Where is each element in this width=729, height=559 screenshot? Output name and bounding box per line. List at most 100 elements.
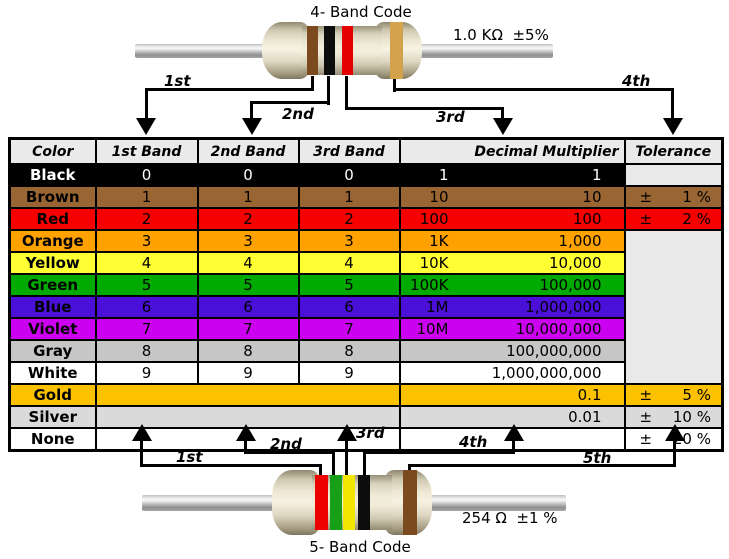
- connector-line: [346, 107, 504, 110]
- multiplier-short: 100: [419, 210, 449, 228]
- resistor-band-red: [342, 26, 353, 75]
- multiplier-cell: 100 100: [398, 207, 626, 231]
- table-row-orange: Orange 3 3 3 1K 1,000: [8, 229, 724, 385]
- four-band-value-label: 1.0 KΩ ±5%: [453, 26, 549, 44]
- multiplier-full: 1: [591, 166, 602, 184]
- arrow-up-icon: [337, 424, 357, 441]
- multiplier-full: 100: [572, 210, 602, 228]
- tolerance-cell-empty-merged: [623, 229, 724, 385]
- five-band-value-label: 254 Ω ±1 %: [462, 509, 558, 527]
- col-header-band1: 1st Band: [94, 137, 199, 165]
- connector-line: [345, 76, 348, 110]
- band2-cell: 1: [196, 185, 300, 209]
- multiplier-full: 1,000,000: [525, 298, 602, 316]
- multiplier-cell: 10M 10,000,000: [398, 317, 626, 341]
- band1-cell: 1: [94, 185, 199, 209]
- multiplier-cell: 1K 1,000: [398, 229, 626, 253]
- col-header-tolerance: Tolerance: [623, 137, 724, 165]
- tolerance-value: 10 %: [672, 408, 711, 426]
- tolerance-sign: ±: [639, 408, 653, 426]
- color-code-table: Color 1st Band 2nd Band 3rd Band Decimal…: [8, 137, 724, 452]
- connector-line: [394, 88, 674, 91]
- band2-cell: 7: [196, 317, 300, 341]
- multiplier-cell: 1,000,000,000: [398, 361, 626, 385]
- multiplier-cell: 100K 100,000: [398, 273, 626, 297]
- arrow-down-icon: [493, 118, 513, 135]
- table-row-green: Green 5 5 5 100K 100,000: [8, 273, 723, 297]
- table-row-red: Red 2 2 2 100 100 ±2 %: [8, 207, 724, 231]
- connector-line: [327, 76, 330, 105]
- pointer-label-3rd: 3rd: [356, 424, 385, 442]
- pointer-label-1st: 1st: [176, 448, 203, 466]
- arrow-down-icon: [663, 118, 683, 135]
- row-label: Violet: [8, 317, 97, 341]
- multiplier-full: 1,000: [558, 232, 602, 250]
- band2-cell: 5: [196, 273, 300, 297]
- multiplier-cell: 10 10: [398, 185, 626, 209]
- multiplier-full: 0.01: [568, 408, 602, 426]
- pointer-label-2nd: 2nd: [270, 435, 302, 453]
- multiplier-full: 10,000,000: [515, 320, 602, 338]
- band3-cell: 8: [297, 339, 401, 363]
- pointer-label-3rd: 3rd: [436, 108, 465, 126]
- band2-cell: 6: [196, 295, 300, 319]
- connector-line: [363, 451, 366, 478]
- band3-cell: 3: [297, 229, 401, 253]
- row-label: None: [8, 427, 97, 452]
- tolerance-cell: ±1 %: [623, 185, 724, 209]
- connector-line: [345, 439, 348, 479]
- pointer-label-5th: 5th: [583, 449, 612, 467]
- table-row-gray: Gray 8 8 8 100,000,000: [8, 339, 723, 363]
- multiplier-full: 100,000,000: [506, 342, 602, 360]
- header-row: Color 1st Band 2nd Band 3rd Band Decimal…: [8, 137, 724, 165]
- band2-cell: 2: [196, 207, 300, 231]
- table-row-blue: Blue 6 6 6 1M 1,000,000: [8, 295, 723, 319]
- tolerance-value: 2 %: [682, 210, 711, 228]
- connector-line: [140, 464, 322, 467]
- arrow-down-icon: [242, 118, 262, 135]
- connector-line: [332, 451, 335, 480]
- connector-line: [145, 88, 148, 120]
- tolerance-sign: ±: [639, 210, 653, 228]
- pointer-label-1st: 1st: [164, 72, 191, 90]
- multiplier-cell: 1M 1,000,000: [398, 295, 626, 319]
- multiplier-short: 10M: [416, 320, 449, 338]
- col-header-band2: 2nd Band: [196, 137, 300, 165]
- multiplier-short: 10K: [419, 254, 449, 272]
- multiplier-full: 1,000,000,000: [491, 364, 602, 382]
- multiplier-full: 10: [582, 188, 602, 206]
- connector-line: [512, 439, 515, 454]
- connector-line: [146, 88, 314, 91]
- table-row-gold: Gold 0.1 ±5 %: [8, 383, 724, 407]
- four-band-resistor: [262, 22, 422, 79]
- five-band-title: 5- Band Code: [309, 538, 411, 556]
- multiplier-cell: 100,000,000: [398, 339, 626, 363]
- row-label: Black: [8, 163, 97, 187]
- multiplier-full: 10,000: [549, 254, 602, 272]
- band1-cell: 5: [94, 273, 199, 297]
- multiplier-full: 0.1: [577, 386, 602, 404]
- pointer-label-4th: 4th: [459, 433, 488, 451]
- band3-cell: 1: [297, 185, 401, 209]
- row-label: Gold: [8, 383, 97, 407]
- arrow-down-icon: [136, 118, 156, 135]
- connector-line: [408, 464, 411, 475]
- resistor-band-red: [315, 475, 328, 530]
- connector-line: [140, 439, 143, 467]
- table-row-brown: Brown 1 1 1 10 10 ±1 %: [8, 185, 724, 209]
- tolerance-sign: ±: [639, 430, 653, 448]
- band3-cell: 2: [297, 207, 401, 231]
- band2-cell: 0: [196, 163, 300, 187]
- multiplier-cell: 10K 10,000: [398, 251, 626, 275]
- row-label: Orange: [8, 229, 97, 253]
- band2-cell: 8: [196, 339, 300, 363]
- pointer-label-2nd: 2nd: [282, 105, 314, 123]
- col-header-band3: 3rd Band: [297, 137, 401, 165]
- pointer-label-4th: 4th: [622, 72, 651, 90]
- band3-cell: 9: [297, 361, 401, 385]
- connector-line: [673, 439, 676, 467]
- band1-cell: 9: [94, 361, 199, 385]
- row-label: Brown: [8, 185, 97, 209]
- band1-cell: 0: [94, 163, 199, 187]
